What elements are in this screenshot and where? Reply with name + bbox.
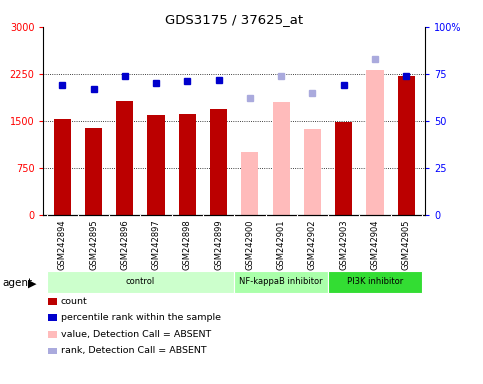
- Bar: [328, 271, 422, 293]
- Text: GSM242898: GSM242898: [183, 220, 192, 270]
- Bar: [46, 271, 234, 293]
- Text: PI3K inhibitor: PI3K inhibitor: [347, 277, 403, 286]
- Bar: [272, 101, 290, 215]
- Bar: [304, 129, 321, 215]
- Text: value, Detection Call = ABSENT: value, Detection Call = ABSENT: [61, 330, 211, 339]
- Bar: [367, 70, 384, 215]
- Text: GSM242900: GSM242900: [245, 220, 255, 270]
- Text: GSM242899: GSM242899: [214, 220, 223, 270]
- Bar: [116, 101, 133, 215]
- Bar: [147, 115, 165, 215]
- Bar: [234, 271, 328, 293]
- Text: GSM242895: GSM242895: [89, 220, 98, 270]
- Text: control: control: [126, 277, 155, 286]
- Text: GDS3175 / 37625_at: GDS3175 / 37625_at: [165, 13, 303, 26]
- Bar: [242, 152, 258, 215]
- Bar: [85, 128, 102, 215]
- Bar: [210, 109, 227, 215]
- Text: ▶: ▶: [28, 278, 37, 288]
- Text: percentile rank within the sample: percentile rank within the sample: [61, 313, 221, 323]
- Text: GSM242896: GSM242896: [120, 220, 129, 270]
- Bar: [179, 114, 196, 215]
- Text: GSM242904: GSM242904: [370, 220, 380, 270]
- Text: GSM242903: GSM242903: [339, 220, 348, 270]
- Bar: [54, 119, 71, 215]
- Text: GSM242894: GSM242894: [58, 220, 67, 270]
- Text: GSM242905: GSM242905: [402, 220, 411, 270]
- Text: agent: agent: [2, 278, 32, 288]
- Bar: [398, 76, 415, 215]
- Text: GSM242897: GSM242897: [152, 220, 160, 270]
- Text: count: count: [61, 297, 87, 306]
- Bar: [335, 122, 352, 215]
- Text: NF-kappaB inhibitor: NF-kappaB inhibitor: [240, 277, 323, 286]
- Text: rank, Detection Call = ABSENT: rank, Detection Call = ABSENT: [61, 346, 207, 356]
- Text: GSM242902: GSM242902: [308, 220, 317, 270]
- Text: GSM242901: GSM242901: [277, 220, 285, 270]
